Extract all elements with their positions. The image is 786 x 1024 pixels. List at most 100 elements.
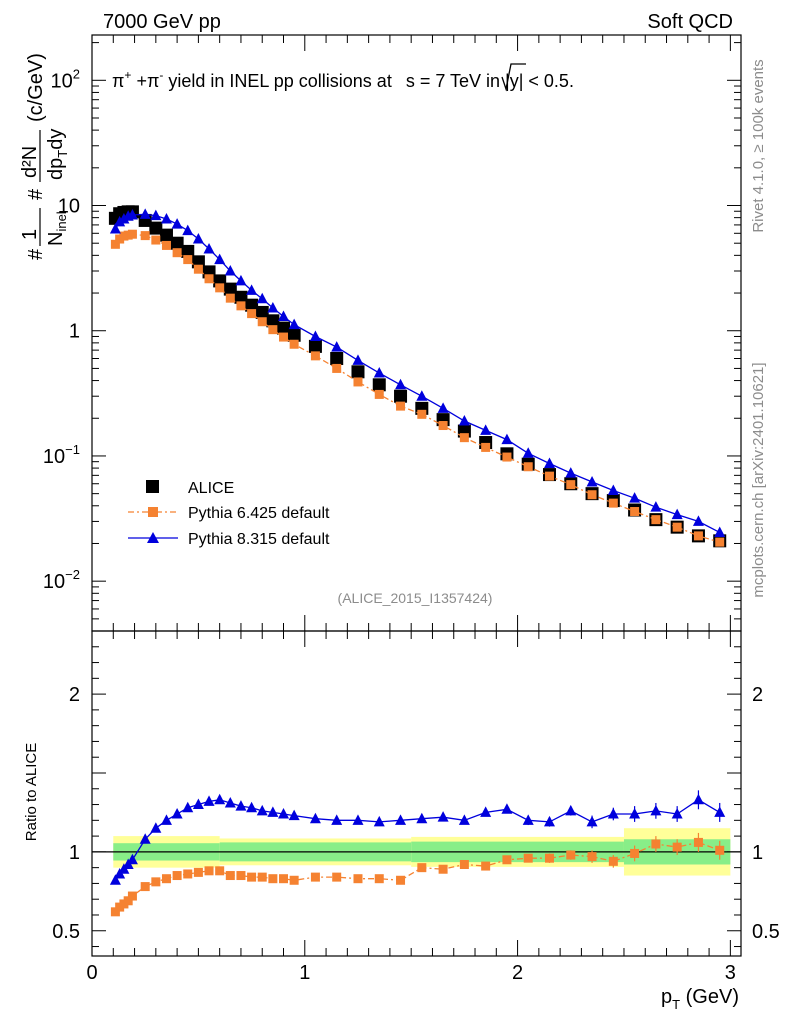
ratio-pythia8-point [586,815,598,827]
pythia8-data-point [629,492,641,503]
chart-title: π+ +π- yield in INEL pp collisions at s =… [112,68,574,91]
ratio-pythia6-point [127,891,137,901]
ratio-pythia8-point [437,811,449,822]
pythia6-data-point [587,490,597,500]
ratio-pythia6-point [204,866,214,876]
ratio-pythia6-point [268,874,278,884]
pythia6-data-point [438,421,448,431]
series-line-pythia6 [114,233,720,543]
legend-label-pythia8: Pythia 8.315 default [188,531,330,548]
ratio-pythia6-point [123,896,133,906]
alice-data-point [394,389,408,403]
pythia8-data-point [160,213,172,224]
pythia6-data-point [140,231,150,241]
main-panel: 102 10 1 10−1 10−2 π+ +π- yield in INEL pp c… [19,34,742,632]
pythia8-data-point [395,378,407,390]
pythia6-data-point [396,401,406,411]
ratio-pythia6-point [438,864,448,874]
pythia8-data-point [437,402,449,413]
pythia8-data-point [224,264,236,276]
alice-data-point [351,365,365,379]
ratio-xlabel: pT (GeV) [661,986,739,1012]
ratio-y-tick-label: 2 [69,684,80,706]
pythia6-data-point [630,507,640,517]
ratio-y-tick-label-right: 2 [752,684,763,706]
svg-text:dpTdy: dpTdy [45,129,70,180]
pythia6-data-point [332,363,342,373]
pythia8-data-point [192,233,204,244]
svg-text:1: 1 [19,229,41,240]
y-tick-label: 10 [58,196,80,218]
pythia6-data-point [672,522,682,532]
pythia8-data-point [109,222,121,234]
ratio-pythia8-point [629,808,641,819]
alice-data-point [149,221,163,235]
ratio-line-pythia8 [114,799,721,881]
pythia8-data-point [214,253,226,265]
pythia8-data-point [650,501,662,512]
pythia8-data-point [118,213,130,224]
ratio-y-tick-label-right: 1 [752,842,763,864]
ratio-pythia6-point [672,842,682,852]
pythia8-data-point [203,242,215,254]
pythia6-data-point [310,351,320,361]
ratio-line-pythia6 [114,841,720,913]
ratio-pythia8-point [288,809,300,821]
pythia6-data-point [289,339,299,349]
pythia6-data-point [374,389,384,399]
alice-data-point [308,339,322,353]
pythia6-data-point [236,301,246,311]
ratio-pythia8-point [278,808,290,819]
alice-data-point [255,305,269,319]
ratio-pythia8-point [182,801,194,813]
y-tick-label: 1 [69,321,80,343]
pythia8-data-point [114,215,126,227]
ratio-pythia6-point [257,872,267,882]
ratio-pythia6-point [236,871,246,881]
ratio-pythia8-point [150,822,162,833]
ratio-pythia8-point [139,833,151,844]
ratio-pythia6-point [172,871,182,881]
pythia6-data-point [544,471,554,481]
pythia8-data-point [714,526,726,537]
pythia6-data-point [161,240,171,250]
ratio-pythia8-point [109,874,121,885]
pythia6-data-point [608,498,618,508]
pythia6-data-point [215,283,225,293]
ratio-pythia6-point [215,866,225,876]
ratio-pythia8-point [256,804,268,816]
pythia8-data-point [586,475,598,487]
analysis-id: (ALICE_2015_I1357424) [338,590,493,606]
pythia8-data-point [331,341,343,352]
pythia8-data-point [171,218,183,229]
pythia8-data-point [352,354,364,365]
pythia8-data-point [480,424,492,435]
ratio-pythia6-point [502,855,512,865]
ratio-pythia8-point [416,812,428,824]
ratio-pythia8-point [607,808,619,819]
legend-marker-pythia8 [147,532,159,543]
ratio-pythia8-point [267,806,279,817]
ratio-pythia6-point [481,861,491,871]
pythia8-data-point [416,390,428,401]
ratio-pythia8-point [501,803,513,814]
ratio-pythia6-point [715,845,725,855]
pythia8-data-point [235,274,247,286]
ratio-pythia8-point [160,814,172,825]
pythia6-data-point [417,409,427,419]
pythia8-data-point [150,209,162,221]
legend-label-alice: ALICE [188,480,234,497]
ratio-pythia6-point [523,853,533,863]
alice-data-point [170,236,184,250]
pythia8-data-point [256,292,268,304]
legend: ALICE Pythia 6.425 default Pythia 8.315 … [128,480,330,548]
alice-data-point [266,314,280,328]
ratio-pythia8-point [214,793,226,805]
pythia6-data-point [279,332,289,342]
ratio-y-tick-label: 1 [69,842,80,864]
pythia8-data-point [522,447,534,458]
pythia8-data-point [309,330,321,341]
ratio-pythia8-point [192,798,204,810]
ratio-pythia8-point [352,814,364,825]
legend-marker-pythia6 [148,507,158,517]
